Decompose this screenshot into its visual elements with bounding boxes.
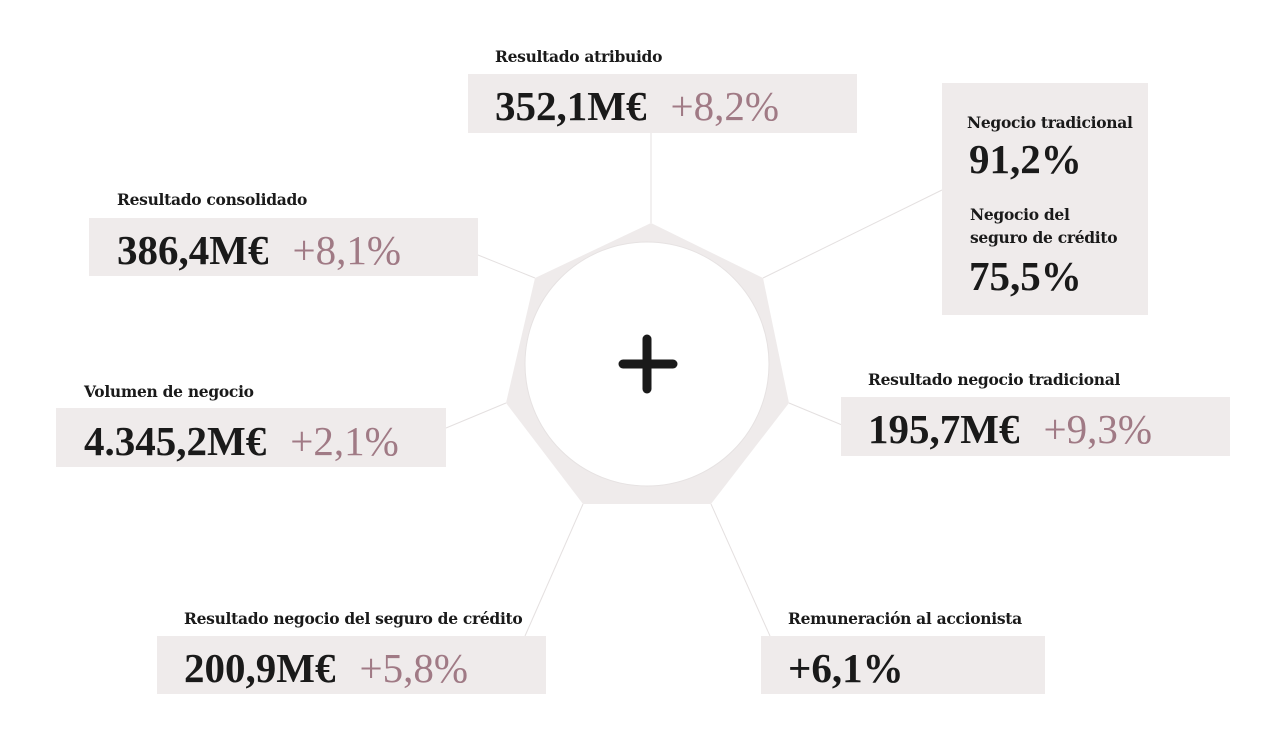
volumen-negocio-values: 4.345,2M€ +2,1%: [84, 419, 399, 463]
resultado-negocio-tradicional-card: [841, 397, 1230, 456]
resultado-negocio-tradicional-label: Resultado negocio tradicional: [868, 370, 1121, 389]
connector-lines: [445, 133, 943, 637]
negocio-seguro-label-line2: seguro de crédito: [970, 228, 1118, 247]
volumen-negocio-value: 4.345,2M€: [84, 418, 267, 464]
remuneracion-value: +6,1%: [788, 645, 904, 691]
volumen-negocio-change: +2,1%: [290, 418, 399, 464]
resultado-consolidado-value: 386,4M€: [117, 227, 269, 273]
resultado-seguro-credito-card: [157, 636, 546, 694]
connector-lower-left: [524, 503, 584, 637]
connector-lower-right: [710, 503, 771, 637]
negocio-card: [942, 83, 1148, 315]
volumen-negocio-card: [56, 408, 446, 467]
remuneracion-card: [761, 636, 1045, 694]
resultado-seguro-credito-change: +5,8%: [359, 645, 468, 691]
resultado-consolidado-values: 386,4M€ +8,1%: [117, 228, 401, 272]
resultado-consolidado-card: [89, 218, 478, 276]
resultado-atribuido-values: 352,1M€ +8,2%: [495, 84, 779, 128]
volumen-negocio-label: Volumen de negocio: [84, 382, 254, 401]
negocio-tradicional-value: 91,2%: [969, 136, 1082, 182]
resultado-atribuido-card: [468, 74, 857, 133]
resultado-seguro-credito-values: 200,9M€ +5,8%: [184, 646, 468, 690]
negocio-seguro-value: 75,5%: [969, 253, 1082, 299]
resultado-consolidado-label: Resultado consolidado: [117, 190, 308, 209]
resultado-negocio-tradicional-values: 195,7M€ +9,3%: [868, 407, 1152, 451]
resultado-seguro-credito-value: 200,9M€: [184, 645, 336, 691]
remuneracion-label: Remuneración al accionista: [788, 609, 1022, 628]
connector-right: [788, 402, 843, 426]
resultado-atribuido-value: 352,1M€: [495, 83, 647, 129]
resultado-negocio-tradicional-value: 195,7M€: [868, 406, 1020, 452]
resultado-seguro-credito-label: Resultado negocio del seguro de crédito: [184, 609, 523, 628]
resultado-consolidado-change: +8,1%: [292, 227, 401, 273]
resultado-atribuido-label: Resultado atribuido: [495, 47, 663, 66]
negocio-seguro-label-line1: Negocio del: [970, 205, 1070, 224]
connector-left: [445, 402, 507, 429]
negocio-tradicional-label: Negocio tradicional: [967, 113, 1133, 132]
connector-upper-right: [762, 189, 943, 279]
resultado-atribuido-change: +8,2%: [670, 83, 779, 129]
plus-icon: [618, 334, 678, 394]
resultado-negocio-tradicional-change: +9,3%: [1043, 406, 1152, 452]
connector-upper-left: [477, 254, 536, 279]
